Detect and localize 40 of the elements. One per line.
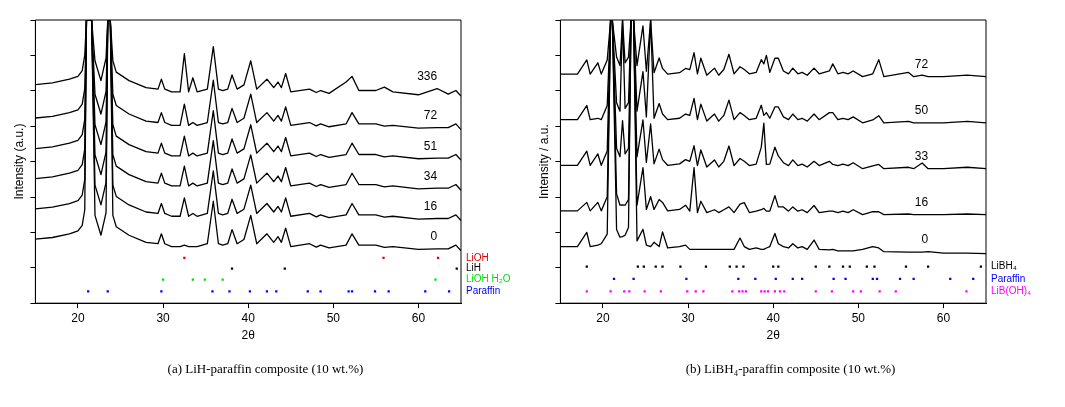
y-axis-title: Intensity (a.u.): [11, 123, 26, 200]
y-axis-title: Intensity / a.u.: [536, 124, 551, 199]
text: (a) LiH-paraffin composite (10 wt.%): [166, 361, 365, 377]
series-label: LiBH₄: [991, 260, 1017, 272]
series-label: 72: [423, 107, 438, 122]
series-label: 0: [921, 231, 929, 246]
x-tick-label: 20: [71, 310, 85, 325]
series-label: 34: [423, 168, 438, 183]
series-label: 72: [914, 56, 929, 71]
point: [228, 290, 231, 293]
series-label: Paraffin: [991, 272, 1026, 284]
series-label: 16: [914, 194, 929, 209]
x-tick-label: 20: [596, 310, 610, 325]
x-tick-label: 50: [326, 310, 341, 325]
x-tick-label: 50: [851, 310, 866, 325]
text: LiB(OH)₄: [991, 285, 1032, 297]
point: [211, 290, 214, 293]
x-tick-label: 60: [936, 310, 951, 325]
series-label: 336: [417, 68, 438, 83]
point: [382, 256, 385, 260]
x-axis-title: 2θ: [766, 328, 781, 343]
point: [319, 290, 322, 293]
x-tick-label: 30: [156, 310, 171, 325]
series-label: 0: [430, 229, 438, 244]
series-label: 16: [423, 198, 438, 213]
series-label: 33: [914, 148, 929, 163]
x-tick-label: 40: [766, 310, 781, 325]
text: LiOH: [466, 251, 489, 263]
x-tick-label: 40: [241, 310, 256, 325]
point: [434, 278, 437, 281]
series-label: Paraffin: [466, 285, 501, 297]
x-tick-label: 60: [411, 310, 426, 325]
series-label: 51: [423, 138, 438, 153]
series-label: 50: [914, 103, 929, 118]
point: [160, 290, 163, 293]
series-label: LiH: [466, 262, 482, 274]
x-axis-title: 2θ: [241, 328, 256, 343]
x-tick-label: 30: [681, 310, 696, 325]
text: (b) LiBH₄-paraffin composite (10 wt.%): [684, 361, 897, 377]
text: LiOH H₂O: [466, 273, 511, 285]
